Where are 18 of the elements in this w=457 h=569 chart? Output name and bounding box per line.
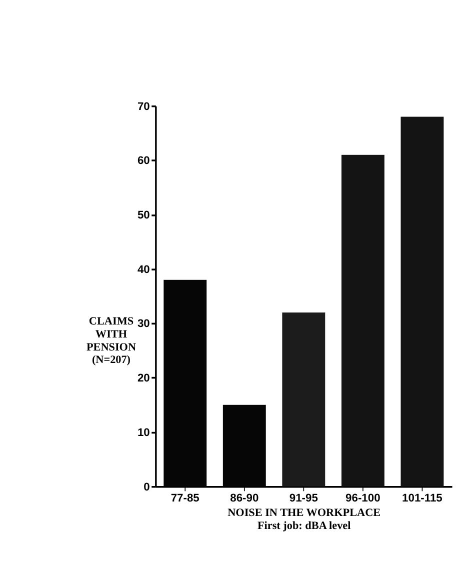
bar <box>282 312 326 486</box>
y-tick-label: 0 <box>144 481 150 494</box>
x-axis-title: NOISE IN THE WORKPLACE First job: dBA level <box>228 507 381 532</box>
y-tick-label: 60 <box>137 155 150 168</box>
y-axis-title: CLAIMS WITH PENSION (N=207) <box>86 316 136 366</box>
y-tick-label: 70 <box>137 100 150 113</box>
y-tick-label: 40 <box>137 264 150 276</box>
x-tick-label: 101-115 <box>402 492 442 504</box>
y-tick-label: 30 <box>137 318 150 330</box>
y-tick-label: 50 <box>137 209 150 222</box>
x-tick-label: 86-90 <box>230 492 259 504</box>
bar <box>400 116 444 486</box>
y-tick-label: 10 <box>137 426 150 439</box>
x-tick-label: 91-95 <box>289 492 318 504</box>
y-tick-label: 20 <box>137 372 150 385</box>
x-tick-label: 77-85 <box>170 492 200 504</box>
bar <box>341 154 384 486</box>
x-tick-label: 96-100 <box>346 492 380 504</box>
